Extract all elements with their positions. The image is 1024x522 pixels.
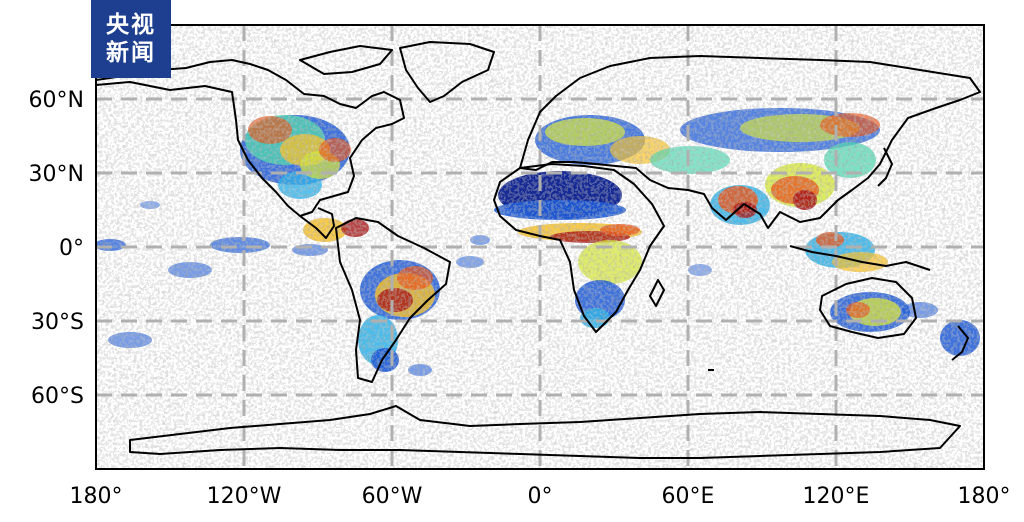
x-tick-label: 60°E [662,484,715,509]
x-tick-label: 120°E [803,484,870,509]
coastline-australia [819,277,917,339]
coastline-madagascar [649,279,665,307]
x-tick-labels: 180° 120°W 60°W 0° 60°E 120°E 180° [70,484,1011,509]
y-tick-label: 60°S [31,384,84,409]
coastline-eurasia [519,55,981,229]
coastline-central-america [299,207,335,239]
coastlines [96,41,981,459]
cctv-news-logo: 央视 新闻 [91,0,171,78]
x-tick-label: 180° [958,484,1011,509]
coastline-new-zealand [951,325,969,361]
x-tick-label: 60°W [362,484,423,509]
y-tick-label: 60°N [29,88,84,113]
coastline-japan [877,147,893,187]
coastline-north-america [96,59,405,217]
y-tick-label: 30°S [31,310,84,335]
x-tick-label: 120°W [207,484,282,509]
coastline-africa [493,163,665,333]
logo-line-2: 新闻 [106,40,156,66]
gridlines [96,25,984,469]
coastline-greenland [399,41,495,103]
map-frame [95,24,985,470]
y-tick-label: 30°N [29,162,84,187]
x-tick-label: 180° [70,484,123,509]
y-tick-label: 0° [59,236,84,261]
coastline-antarctica [129,405,961,459]
x-tick-label: 0° [528,484,553,509]
coastline-south-america [335,217,451,383]
y-tick-labels: 60°N 30°N 0° 30°S 60°S [29,88,84,409]
coastline-maritime-asia [789,245,931,271]
logo-line-1: 央视 [106,12,156,38]
coastline-arctic-islands [299,45,393,75]
